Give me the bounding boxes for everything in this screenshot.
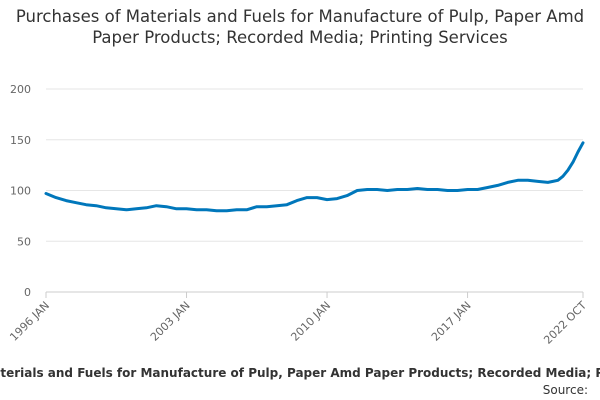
x-tick-label: 1996 JAN	[7, 299, 52, 344]
y-tick-label: 100	[10, 185, 31, 198]
x-tick-label: 2010 JAN	[288, 299, 333, 344]
y-tick-label: 50	[17, 235, 31, 248]
series-group	[44, 141, 585, 213]
source-label: Source:	[542, 383, 588, 397]
grid-lines	[46, 88, 583, 293]
legend: Purchases of Materials and Fuels for Man…	[0, 366, 600, 380]
x-tick-label: 2003 JAN	[148, 299, 193, 344]
legend-entry: Purchases of Materials and Fuels for Man…	[0, 366, 600, 380]
y-tick-label: 150	[10, 134, 31, 147]
series-line	[44, 141, 585, 213]
y-tick-label: 200	[10, 83, 31, 96]
y-tick-label: 0	[24, 286, 31, 299]
chart-title: Purchases of Materials and Fuels for Man…	[15, 7, 585, 47]
x-axis: 1996 JAN 2003 JAN 2010 JAN 2017 JAN 2022 OCT	[7, 292, 589, 347]
y-axis: 0 50 100 150 200	[10, 83, 31, 299]
x-tick-label: 2022 OCT	[541, 299, 589, 347]
x-tick-label: 2017 JAN	[429, 299, 474, 344]
